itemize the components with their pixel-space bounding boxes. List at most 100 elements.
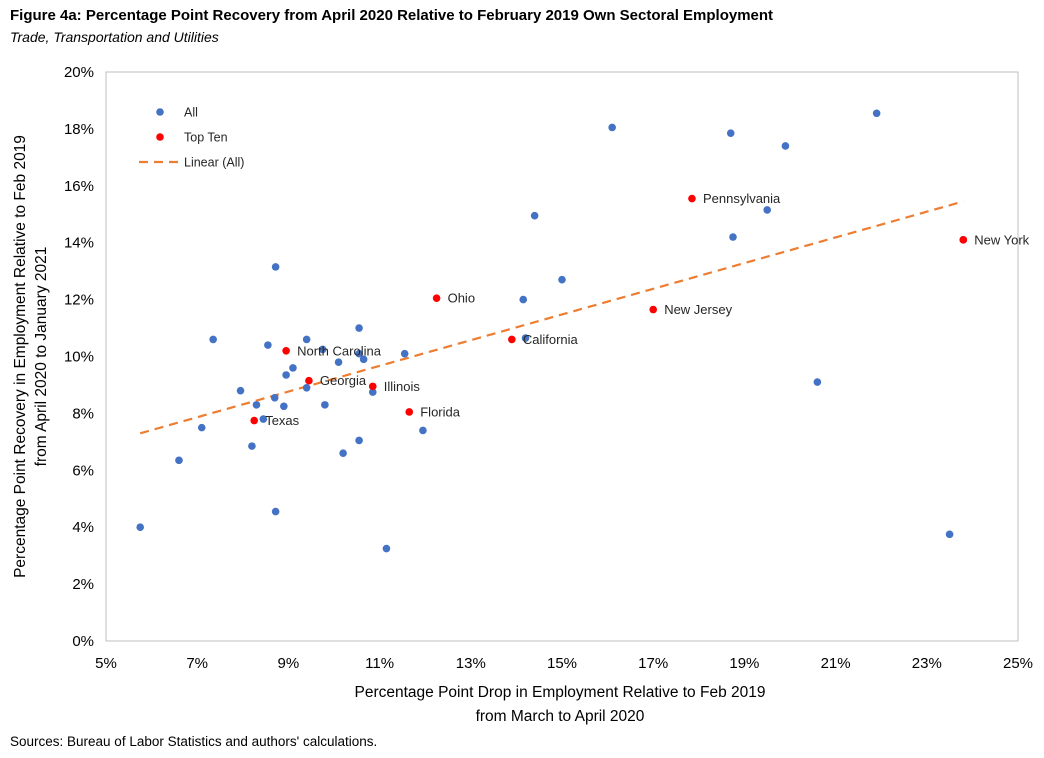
data-point-all: [419, 426, 427, 435]
data-point-all: [252, 401, 261, 409]
data-point-all: [175, 456, 183, 465]
point-labels: Texas North Carolina Georgia Illinois Florid…: [265, 191, 1029, 428]
y-tick-label: 12%: [64, 292, 94, 309]
figure-title: Figure 4a: Percentage Point Recovery fro…: [10, 7, 774, 24]
data-point-all: [368, 388, 377, 396]
data-point-top-ten: [305, 376, 313, 385]
y-tick-label: 16%: [64, 178, 94, 195]
data-point-all: [334, 358, 343, 366]
y-tick-label: 8%: [72, 405, 94, 422]
data-point-all: [280, 402, 288, 411]
data-point-top-ten: [250, 416, 258, 425]
data-point-all: [945, 530, 954, 539]
x-tick-label: 13%: [456, 655, 486, 672]
data-point-all: [289, 364, 297, 372]
data-point-all: [355, 349, 363, 358]
x-tick-label: 7%: [186, 655, 208, 672]
data-point-top-ten: [432, 294, 441, 302]
trendline: [139, 200, 964, 435]
data-point-all: [872, 109, 881, 118]
x-axis-title: from March to April 2020: [476, 708, 645, 725]
data-point-all: [355, 436, 363, 445]
data-point-all: [339, 449, 347, 458]
point-label: Ohio: [448, 291, 475, 306]
point-label: Pennsylvania: [703, 191, 781, 206]
x-tick-label: 25%: [1003, 655, 1033, 672]
data-point-all: [321, 401, 329, 409]
data-point-all: [270, 393, 279, 402]
y-tick-label: 18%: [64, 121, 94, 138]
y-tick-label: 2%: [72, 576, 94, 593]
chart-axes: [105, 71, 1019, 642]
x-tick-label: 19%: [729, 655, 759, 672]
data-point-all: [282, 371, 290, 379]
y-tick-label: 0%: [72, 633, 94, 650]
legend-label: Top Ten: [184, 131, 228, 145]
x-tick-label: 15%: [547, 655, 577, 672]
x-tick-label: 9%: [278, 655, 300, 672]
data-point-all: [318, 345, 327, 354]
data-point-all: [209, 335, 217, 344]
data-point-all: [781, 142, 790, 150]
y-axis-title: from April 2020 to January 2021: [33, 247, 50, 467]
x-tick-label: 11%: [365, 655, 394, 672]
data-point-all: [558, 275, 566, 284]
data-point-all: [197, 423, 206, 432]
y-axis-ticks: 0% 2% 4% 6% 8% 10% 12% 14% 16% 18% 20%: [64, 64, 94, 650]
axis-titles: Percentage Point Drop in Employment Rela…: [12, 135, 765, 725]
y-tick-label: 20%: [64, 64, 94, 81]
data-point-all: [813, 378, 822, 386]
data-point-top-ten: [368, 382, 377, 391]
point-label: Florida: [420, 404, 461, 419]
data-point-all: [359, 355, 368, 364]
chart-legend: All Top Ten Linear (All): [139, 106, 244, 170]
x-tick-label: 21%: [821, 655, 851, 672]
point-label: California: [523, 332, 579, 347]
data-point-all: [136, 523, 144, 531]
data-point-all: [355, 324, 363, 332]
point-label: Texas: [265, 413, 299, 428]
data-point-all: [382, 544, 391, 553]
data-point-top-ten: [282, 347, 290, 355]
data-point-all: [530, 211, 539, 220]
legend-label: Linear (All): [184, 156, 244, 170]
point-label: New York: [974, 232, 1029, 247]
data-point-all: [264, 341, 272, 349]
legend-marker: [156, 133, 164, 141]
data-point-top-ten: [405, 408, 414, 416]
data-point-all: [608, 123, 616, 132]
data-point-all: [271, 263, 280, 271]
legend-label: All: [184, 106, 198, 120]
point-label: Georgia: [320, 373, 367, 388]
point-label: North Carolina: [297, 343, 382, 358]
data-point-all: [302, 383, 311, 392]
data-point-top-ten: [688, 194, 696, 203]
data-point-all: [236, 386, 245, 395]
data-point-top-ten: [649, 305, 657, 314]
x-tick-label: 5%: [95, 655, 117, 672]
plot-frame: [105, 71, 1019, 642]
legend-marker: [156, 108, 164, 116]
y-tick-label: 10%: [64, 349, 94, 366]
data-point-all: [519, 295, 528, 304]
point-label: New Jersey: [664, 302, 732, 317]
y-tick-label: 14%: [64, 235, 94, 252]
data-point-all: [400, 349, 409, 358]
y-tick-label: 4%: [72, 519, 94, 536]
x-tick-label: 17%: [638, 655, 668, 672]
data-point-all: [259, 415, 268, 423]
y-tick-label: 6%: [72, 462, 94, 479]
data-point-all: [302, 335, 311, 344]
figure-subtitle: Trade, Transportation and Utilities: [10, 29, 219, 45]
point-label: Illinois: [384, 379, 421, 394]
y-axis-title: Percentage Point Recovery in Employment …: [12, 135, 29, 578]
data-point-all: [763, 206, 771, 214]
data-point-all: [729, 233, 737, 241]
data-point-top-ten: [508, 335, 516, 344]
x-axis-title: Percentage Point Drop in Employment Rela…: [355, 684, 766, 701]
x-axis-ticks: 5% 7% 9% 11% 13% 15% 17% 19% 21% 23% 25%: [95, 655, 1033, 672]
data-point-all: [271, 507, 280, 516]
data-point-top-ten: [959, 236, 968, 244]
data-point-all: [726, 129, 735, 137]
